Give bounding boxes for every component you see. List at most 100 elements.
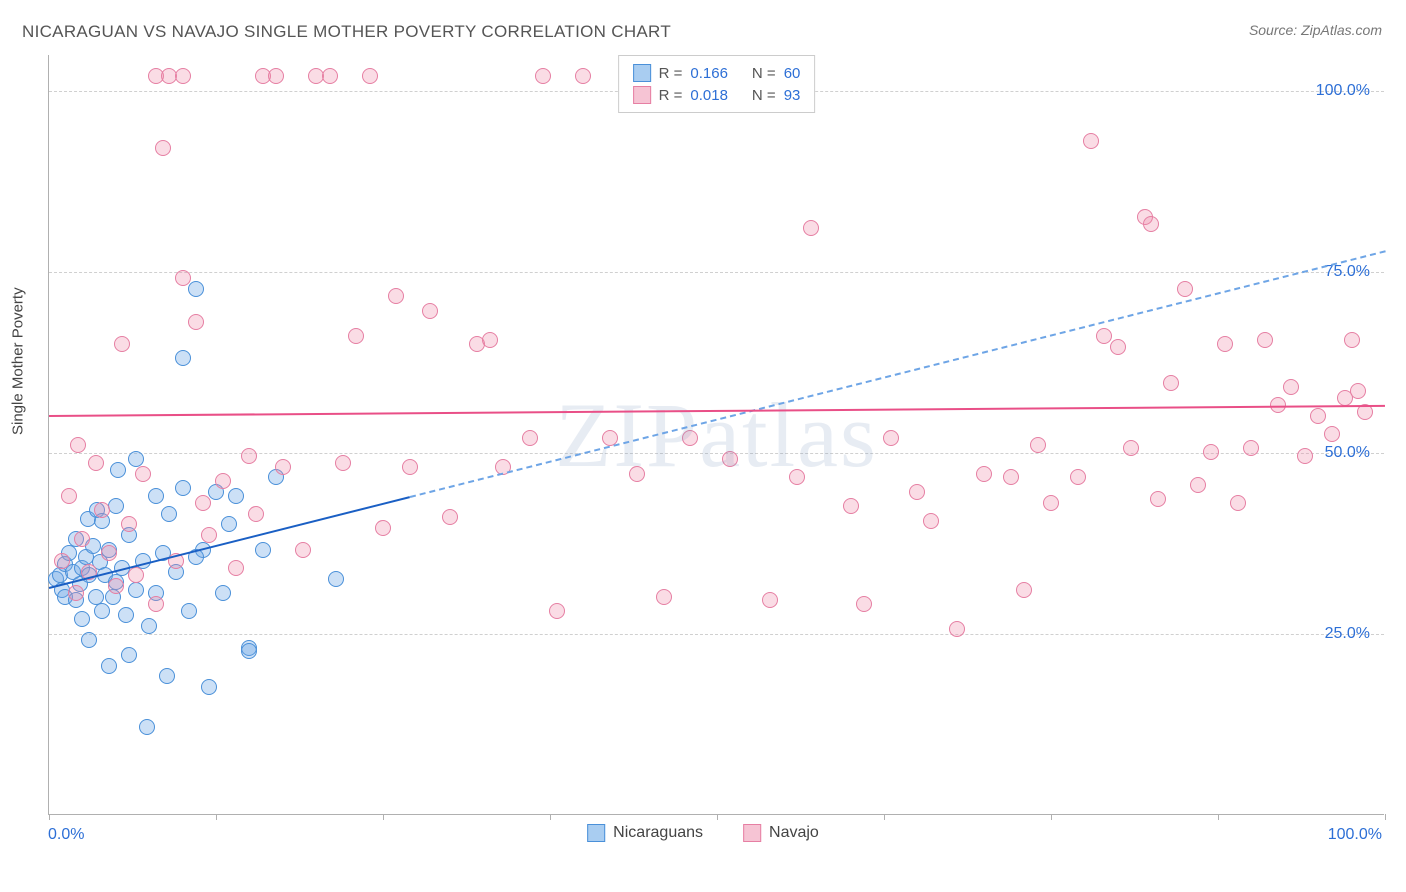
scatter-point (135, 466, 151, 482)
series-legend: Nicaraguans Navajo (587, 824, 819, 842)
scatter-point (522, 430, 538, 446)
scatter-point (175, 480, 191, 496)
scatter-point (575, 68, 591, 84)
stats-row-nicaraguans: R = 0.166 N = 60 (633, 62, 801, 84)
swatch-nicaraguans (587, 824, 605, 842)
scatter-point (976, 466, 992, 482)
scatter-point (1324, 426, 1340, 442)
scatter-point (1190, 477, 1206, 493)
scatter-point (442, 509, 458, 525)
scatter-point (128, 567, 144, 583)
scatter-point (1003, 469, 1019, 485)
scatter-point (1070, 469, 1086, 485)
scatter-point (482, 332, 498, 348)
r-label: R = (659, 65, 683, 82)
scatter-point (81, 632, 97, 648)
scatter-point (1150, 491, 1166, 507)
scatter-point (1143, 216, 1159, 232)
scatter-point (422, 303, 438, 319)
scatter-point (141, 618, 157, 634)
n-value-navajo: 93 (784, 87, 801, 104)
scatter-point (1110, 339, 1126, 355)
scatter-point (1016, 582, 1032, 598)
x-axis-min-label: 0.0% (48, 826, 84, 844)
scatter-point (335, 455, 351, 471)
scatter-point (322, 68, 338, 84)
scatter-point (1310, 408, 1326, 424)
scatter-point (1243, 440, 1259, 456)
legend-item-navajo: Navajo (743, 824, 819, 842)
scatter-point (909, 484, 925, 500)
scatter-point (110, 462, 126, 478)
r-label: R = (659, 87, 683, 104)
scatter-point (843, 498, 859, 514)
scatter-point (1230, 495, 1246, 511)
scatter-point (856, 596, 872, 612)
scatter-point (375, 520, 391, 536)
trend-line (49, 405, 1385, 417)
scatter-point (1297, 448, 1313, 464)
scatter-point (54, 553, 70, 569)
scatter-point (228, 560, 244, 576)
scatter-point (228, 488, 244, 504)
scatter-point (201, 527, 217, 543)
legend-item-nicaraguans: Nicaraguans (587, 824, 703, 842)
scatter-point (789, 469, 805, 485)
scatter-point (215, 473, 231, 489)
scatter-point (159, 668, 175, 684)
x-tick (550, 814, 551, 820)
scatter-point (108, 498, 124, 514)
scatter-point (1123, 440, 1139, 456)
scatter-point (175, 270, 191, 286)
scatter-point (121, 647, 137, 663)
scatter-point (722, 451, 738, 467)
scatter-point (108, 578, 124, 594)
scatter-point (923, 513, 939, 529)
scatter-point (268, 68, 284, 84)
scatter-point (175, 68, 191, 84)
n-value-nicaraguans: 60 (784, 65, 801, 82)
gridline (49, 272, 1384, 273)
scatter-point (535, 68, 551, 84)
x-tick (383, 814, 384, 820)
scatter-point (101, 658, 117, 674)
scatter-point (1350, 383, 1366, 399)
scatter-point (94, 603, 110, 619)
stats-row-navajo: R = 0.018 N = 93 (633, 84, 801, 106)
scatter-point (114, 336, 130, 352)
scatter-point (295, 542, 311, 558)
scatter-point (139, 719, 155, 735)
n-label: N = (752, 65, 776, 82)
swatch-navajo (633, 86, 651, 104)
scatter-point (1030, 437, 1046, 453)
scatter-point (1163, 375, 1179, 391)
scatter-plot-area: ZIPatlas R = 0.166 N = 60 R = 0.018 N = … (48, 55, 1384, 815)
scatter-point (1177, 281, 1193, 297)
scatter-point (362, 68, 378, 84)
scatter-point (74, 611, 90, 627)
legend-label-nicaraguans: Nicaraguans (613, 824, 703, 842)
scatter-point (656, 589, 672, 605)
scatter-point (121, 516, 137, 532)
scatter-point (155, 140, 171, 156)
scatter-point (348, 328, 364, 344)
scatter-point (1257, 332, 1273, 348)
scatter-point (1344, 332, 1360, 348)
scatter-point (181, 603, 197, 619)
scatter-point (195, 495, 211, 511)
trend-line (409, 250, 1385, 498)
scatter-point (94, 502, 110, 518)
scatter-point (275, 459, 291, 475)
scatter-point (188, 281, 204, 297)
r-value-nicaraguans: 0.166 (690, 65, 728, 82)
scatter-point (148, 596, 164, 612)
y-tick-label: 25.0% (1325, 625, 1370, 643)
scatter-point (118, 607, 134, 623)
scatter-point (255, 542, 271, 558)
y-tick-label: 50.0% (1325, 444, 1370, 462)
scatter-point (241, 448, 257, 464)
scatter-point (175, 350, 191, 366)
scatter-point (215, 585, 231, 601)
x-tick (216, 814, 217, 820)
legend-label-navajo: Navajo (769, 824, 819, 842)
